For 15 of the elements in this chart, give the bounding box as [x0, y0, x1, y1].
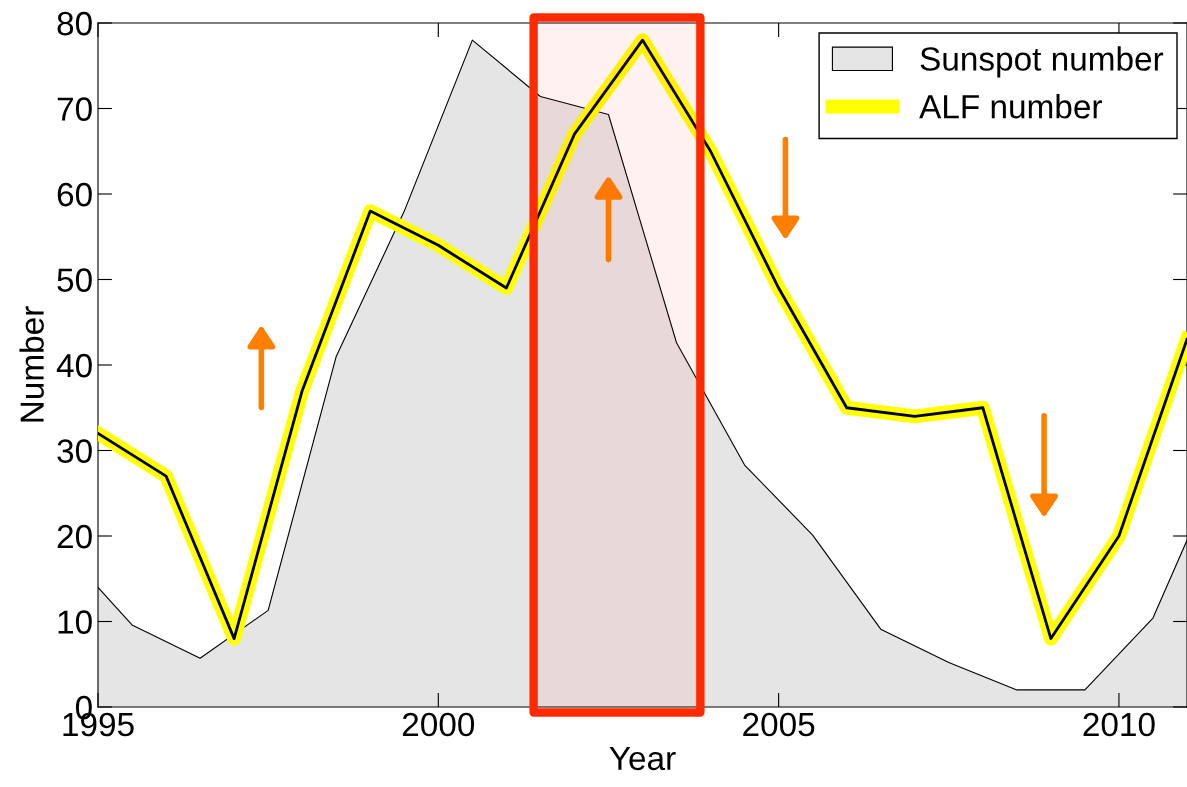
y-tick-label: 80 [57, 11, 92, 36]
y-tick-label: 20 [57, 524, 92, 549]
legend-label: Sunspot number [920, 46, 1164, 78]
y-tick-label: 40 [56, 353, 92, 378]
x-tick-label: 2005 [743, 712, 815, 737]
legend-label: ALF number [919, 94, 1102, 119]
y-tick-label: 70 [57, 97, 92, 121]
y-tick-label: 60 [57, 182, 92, 207]
y-tick-label: 10 [58, 610, 92, 634]
y-tick-label: 30 [57, 439, 92, 463]
x-axis-title: Year [609, 746, 676, 771]
y-tick-label: 50 [57, 268, 92, 292]
x-tick-label: 2010 [1083, 712, 1155, 737]
y-axis-title: Number [19, 306, 44, 422]
x-tick-label: 2000 [402, 712, 475, 737]
